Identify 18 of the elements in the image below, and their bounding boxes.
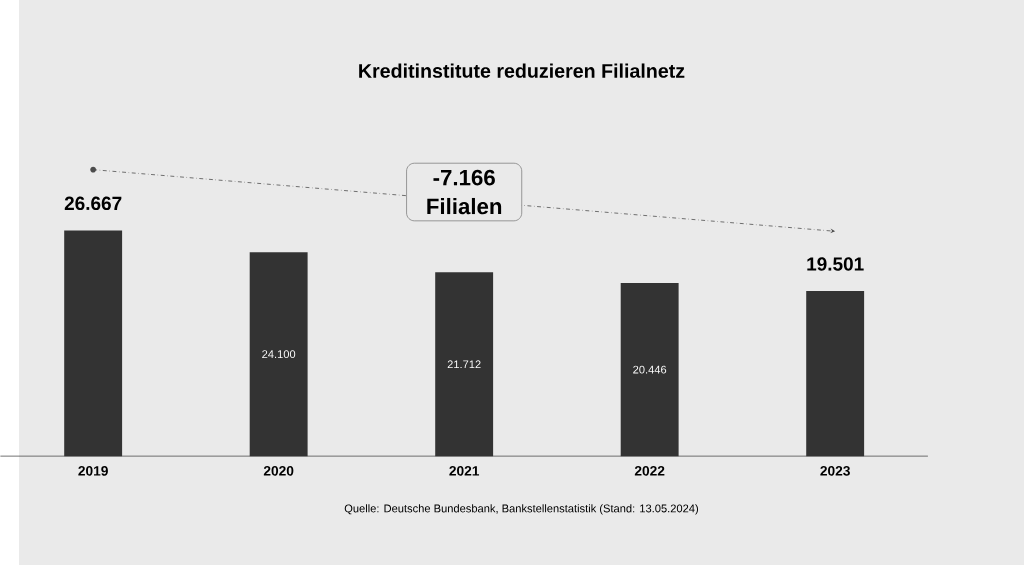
x-tick-label: 2019	[78, 465, 108, 476]
bar	[435, 272, 494, 456]
bar	[620, 282, 679, 456]
data-label: 26.667	[64, 196, 122, 210]
source-note: Quelle: Deutsche Bundesbank, Bankstellenstatistik (Stand: 13.05.2024)	[344, 504, 698, 515]
data-label: 19.501	[807, 257, 864, 271]
data-label: 21.712	[447, 360, 481, 368]
bar	[249, 251, 308, 456]
x-tick-label: 2020	[263, 465, 294, 476]
data-label: 24.100	[262, 350, 296, 358]
chart-title: Kreditinstitute reduzieren Filialnetz	[359, 63, 685, 78]
data-label: 20.446	[633, 365, 667, 374]
text: -7.166 Filialen	[427, 169, 502, 215]
x-tick-label: 2023	[820, 465, 850, 476]
x-tick-label: 2022	[634, 465, 665, 476]
bar	[806, 290, 865, 456]
bar	[64, 230, 123, 456]
x-tick-label: 2021	[449, 465, 480, 476]
